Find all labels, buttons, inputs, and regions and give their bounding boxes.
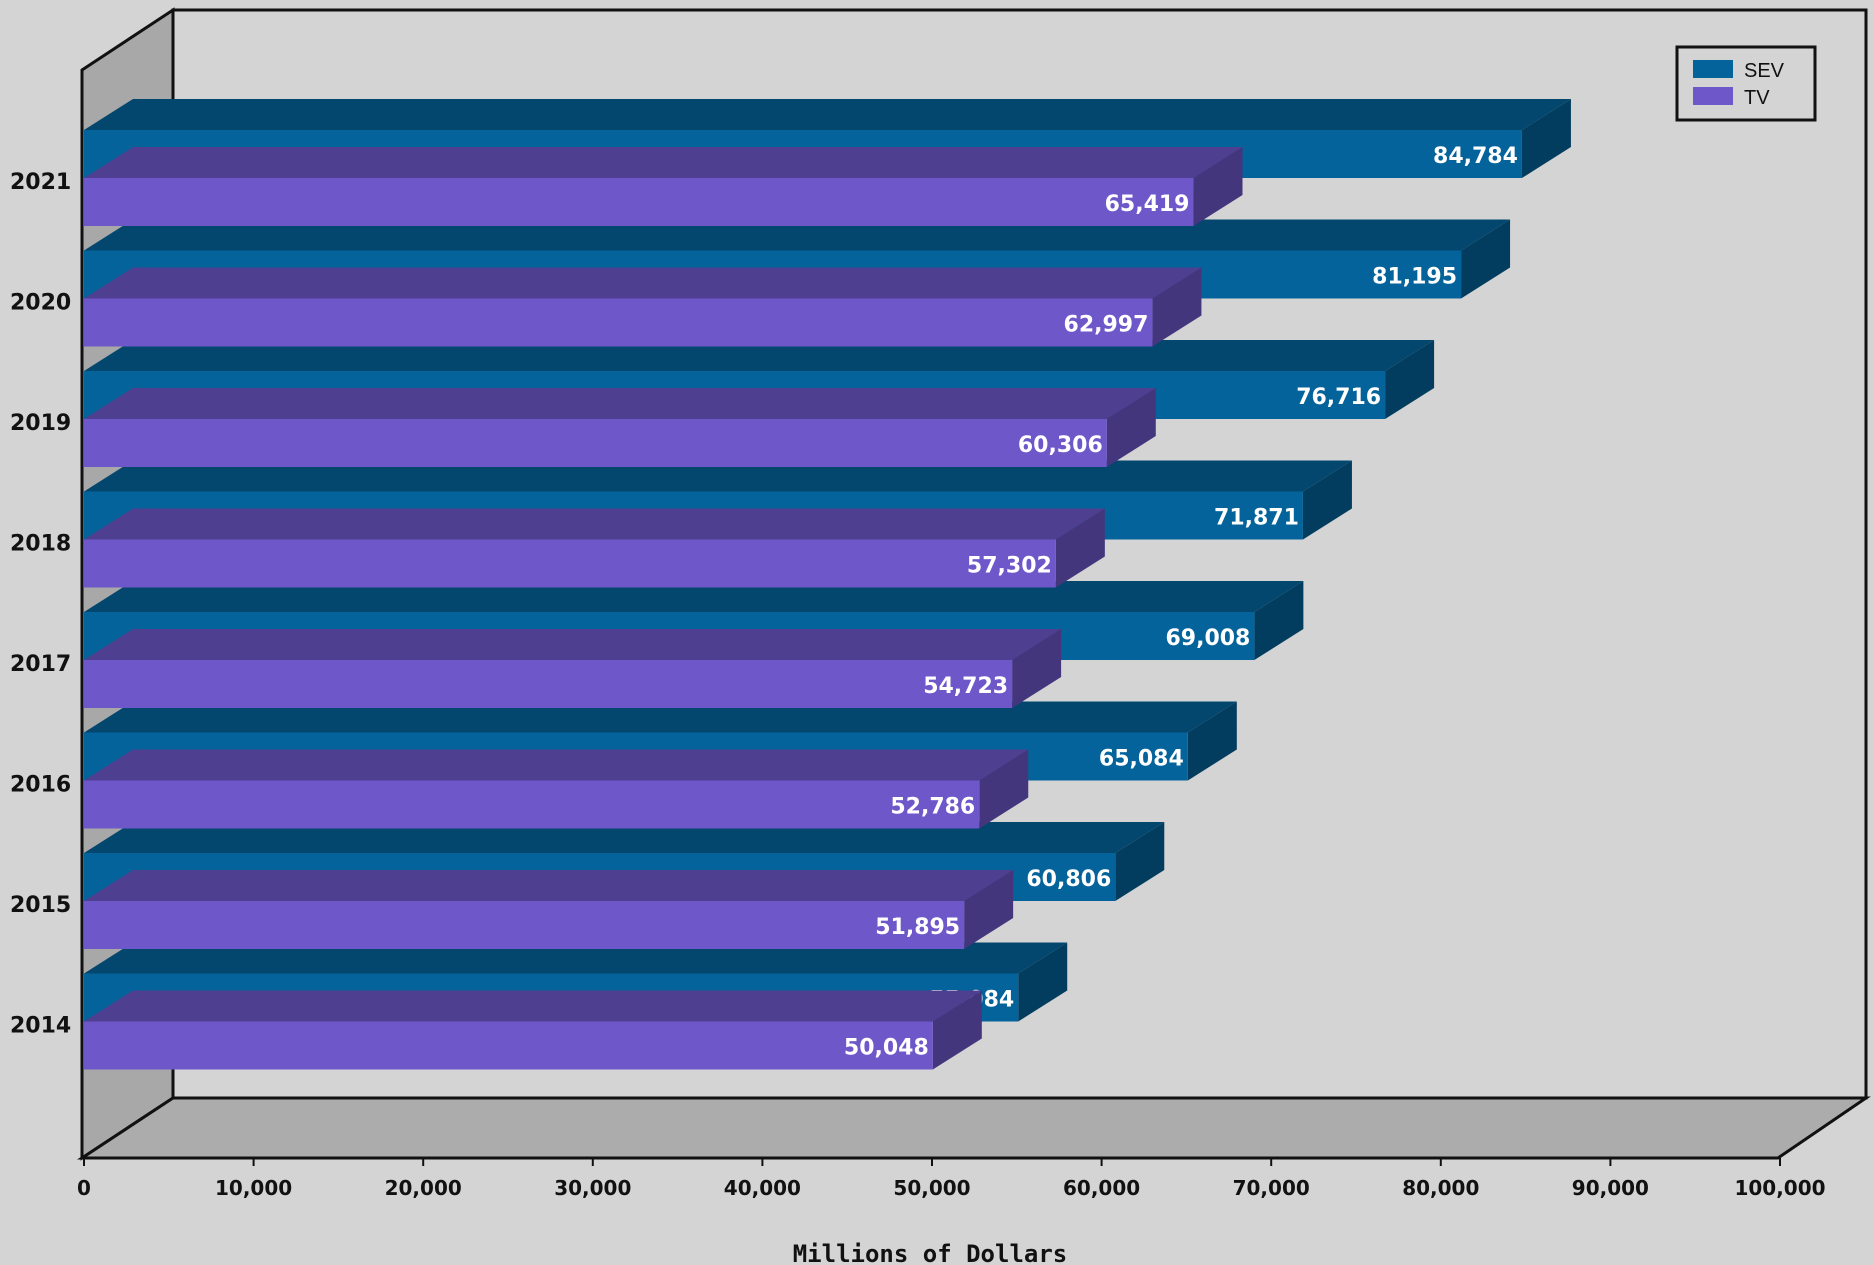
legend-box	[1675, 45, 1817, 122]
x-tick-label: 100,000	[1734, 1176, 1825, 1200]
category-label-2015: 2015	[10, 893, 71, 918]
legend-label-tv: TV	[1744, 87, 1770, 109]
bar-tv-2019: 60,306	[84, 388, 1156, 467]
bar-top-face	[84, 870, 1014, 901]
bar-tv-2015: 51,895	[84, 870, 1014, 949]
x-tick-label: 90,000	[1572, 1176, 1649, 1200]
bar-side-face	[1193, 147, 1243, 226]
x-tick-label: 60,000	[1063, 1176, 1140, 1200]
bar-top-face	[84, 147, 1243, 178]
bar-tv-2021: 65,419	[84, 147, 1243, 226]
x-tick-label: 20,000	[385, 1176, 462, 1200]
bar-side-face	[1302, 460, 1352, 540]
legend-swatch-tv	[1693, 87, 1733, 105]
chart-floor	[77, 1096, 1871, 1160]
bar-side-face	[932, 990, 982, 1070]
bar-top-face	[84, 99, 1571, 130]
category-label-2020: 2020	[10, 291, 71, 316]
x-tick-label: 10,000	[215, 1176, 292, 1200]
legend-swatch-sev	[1693, 60, 1733, 78]
bar-side-face	[1461, 219, 1511, 299]
x-tick-label: 30,000	[554, 1176, 631, 1200]
bar-top-face	[84, 388, 1156, 419]
bar-front-face	[84, 901, 965, 949]
bar-front-face	[84, 419, 1107, 467]
bar-side-face	[1106, 388, 1156, 467]
category-label-2017: 2017	[10, 652, 71, 677]
bar-top-face	[84, 460, 1352, 492]
bar-top-face	[84, 508, 1105, 540]
bar-side-face	[964, 870, 1014, 949]
bar-top-face	[84, 629, 1062, 660]
bars-group: 55,08450,04860,80651,89565,08452,78669,0…	[84, 99, 1571, 1070]
bar-top-face	[84, 267, 1202, 299]
bar-side-face	[1385, 340, 1435, 419]
legend: SEV TV	[1675, 45, 1817, 122]
bar-side-face	[979, 749, 1029, 829]
value-label: 57,302	[967, 554, 1052, 579]
category-label-2016: 2016	[10, 773, 71, 798]
value-label: 81,195	[1372, 265, 1457, 290]
bar-top-face	[84, 219, 1511, 251]
value-label: 65,419	[1105, 192, 1190, 217]
x-tick-label: 40,000	[724, 1176, 801, 1200]
category-label-2018: 2018	[10, 532, 71, 557]
category-label-2021: 2021	[10, 170, 71, 195]
bar-side-face	[1012, 629, 1062, 708]
bar-front-face	[84, 298, 1153, 347]
bar-side-face	[1254, 581, 1304, 660]
x-axis-ticks: 0 10,000 20,000 30,000 40,000 50,000 60,000 70,…	[77, 1158, 1826, 1200]
bar-tv-2020: 62,997	[84, 267, 1202, 347]
x-axis-title: Millions of Dollars	[793, 1240, 1068, 1265]
value-label: 54,723	[923, 674, 1008, 699]
value-label: 52,786	[890, 795, 975, 820]
bar-front-face	[84, 178, 1194, 226]
bar-top-face	[84, 822, 1165, 853]
value-label: 84,784	[1433, 144, 1518, 169]
bar-top-face	[84, 749, 1029, 781]
bar-side-face	[1152, 267, 1202, 347]
bar-side-face	[1055, 508, 1105, 588]
bar-top-face	[84, 340, 1435, 371]
value-label: 69,008	[1165, 626, 1250, 651]
value-label: 71,871	[1214, 506, 1299, 531]
bar-front-face	[84, 780, 980, 829]
bar-front-face	[84, 1021, 933, 1070]
x-tick-label: 80,000	[1402, 1176, 1479, 1200]
value-label: 51,895	[875, 915, 960, 940]
value-label: 76,716	[1296, 385, 1381, 410]
bar-front-face	[84, 660, 1013, 708]
x-tick-label: 50,000	[893, 1176, 970, 1200]
value-label: 60,806	[1026, 867, 1111, 892]
bar-top-face	[84, 701, 1237, 733]
x-tick-label: 70,000	[1233, 1176, 1310, 1200]
bar-top-face	[84, 942, 1068, 974]
bar-side-face	[1018, 942, 1068, 1022]
value-label: 50,048	[844, 1036, 929, 1061]
value-label: 62,997	[1064, 313, 1149, 338]
bar-tv-2014: 50,048	[84, 990, 982, 1070]
value-label: 60,306	[1018, 433, 1103, 458]
bar-side-face	[1521, 99, 1571, 178]
category-label-2014: 2014	[10, 1014, 71, 1039]
bar-tv-2016: 52,786	[84, 749, 1029, 829]
bar-side-face	[1115, 822, 1165, 901]
value-label: 65,084	[1099, 747, 1184, 772]
bar-top-face	[84, 990, 982, 1022]
bar-top-face	[84, 581, 1304, 612]
y-axis-categories: 2014 2015 2016 2017 2018 2019 2020 2021	[10, 170, 71, 1039]
bar-side-face	[1187, 701, 1237, 781]
legend-label-sev: SEV	[1744, 60, 1785, 82]
bar-tv-2017: 54,723	[84, 629, 1062, 708]
category-label-2019: 2019	[10, 411, 71, 436]
bar-front-face	[84, 539, 1056, 588]
bar-tv-2018: 57,302	[84, 508, 1105, 588]
x-tick-label: 0	[77, 1176, 91, 1200]
